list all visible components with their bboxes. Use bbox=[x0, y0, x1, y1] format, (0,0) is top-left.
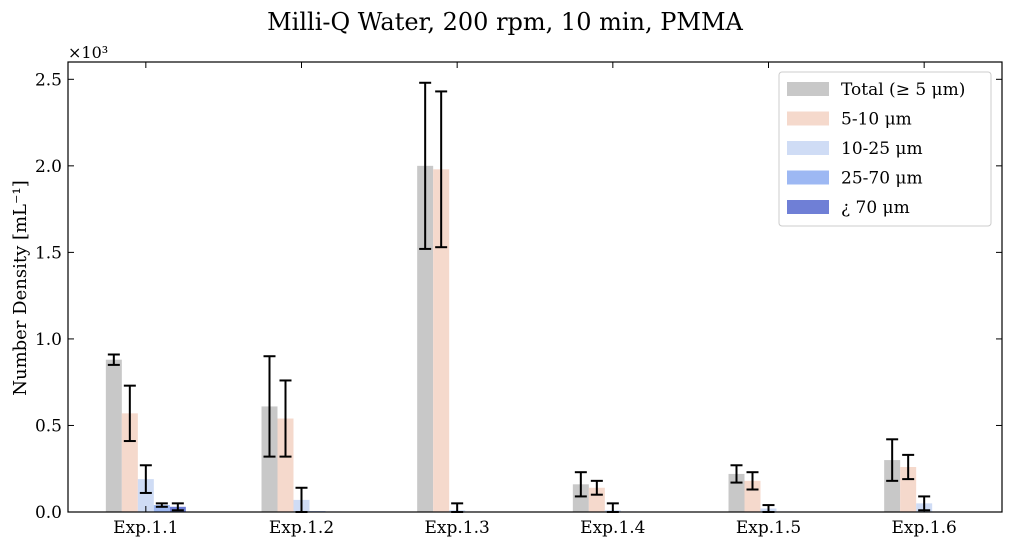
legend-swatch bbox=[787, 170, 829, 185]
y-tick-label: 1.0 bbox=[35, 330, 62, 350]
legend-box bbox=[778, 71, 992, 227]
legend-label: 5-10 μm bbox=[841, 110, 912, 130]
x-tick-label: Exp.1.2 bbox=[269, 518, 334, 538]
bar bbox=[105, 359, 122, 512]
x-tick-label: Exp.1.4 bbox=[580, 518, 645, 538]
x-tick-label: Exp.1.5 bbox=[736, 518, 801, 538]
legend: Total (≥ 5 μm) 5-10 μm 10-25 μm 25-70 μm ¿ 7… bbox=[778, 71, 992, 227]
y-tick-label: 1.5 bbox=[35, 243, 62, 263]
legend-swatch bbox=[787, 111, 829, 126]
x-tick-label: Exp.1.6 bbox=[892, 518, 957, 538]
bar bbox=[153, 505, 170, 512]
bar bbox=[137, 479, 154, 512]
bar bbox=[417, 165, 434, 512]
y-tick-label: 2.5 bbox=[35, 70, 62, 90]
x-tick-label: Exp.1.1 bbox=[113, 518, 178, 538]
bar bbox=[277, 418, 294, 512]
y-tick-label: 0.5 bbox=[35, 416, 62, 436]
plot-frame bbox=[67, 61, 1003, 513]
bar bbox=[261, 406, 278, 512]
legend-label: ¿ 70 μm bbox=[841, 198, 910, 218]
y-axis-label: Number Density [mL⁻¹] bbox=[10, 180, 31, 396]
bar bbox=[884, 460, 901, 512]
bar bbox=[121, 413, 138, 512]
legend-swatch bbox=[787, 82, 829, 96]
legend-swatch bbox=[787, 200, 829, 214]
axes-group: Exp.1.1 Exp.1.2 Exp.1.3 Exp.1.4 Exp.1.5 Exp.1… bbox=[35, 61, 1003, 538]
x-tick-label: Exp.1.3 bbox=[425, 518, 490, 538]
legend-label: Total (≥ 5 μm) bbox=[841, 80, 965, 100]
bar bbox=[433, 169, 450, 513]
y-axis-multiplier: ×10³ bbox=[68, 43, 108, 62]
bar bbox=[572, 484, 589, 512]
y-tick-label: 2.0 bbox=[35, 157, 62, 177]
legend-swatch bbox=[787, 141, 829, 155]
y-tick-label: 0.0 bbox=[35, 503, 62, 523]
legend-label: 25-70 μm bbox=[841, 169, 923, 189]
legend-label: 10-25 μm bbox=[841, 139, 923, 159]
bars-group bbox=[105, 165, 965, 513]
chart-title: Milli-Q Water, 200 rpm, 10 min, PMMA bbox=[267, 8, 743, 36]
